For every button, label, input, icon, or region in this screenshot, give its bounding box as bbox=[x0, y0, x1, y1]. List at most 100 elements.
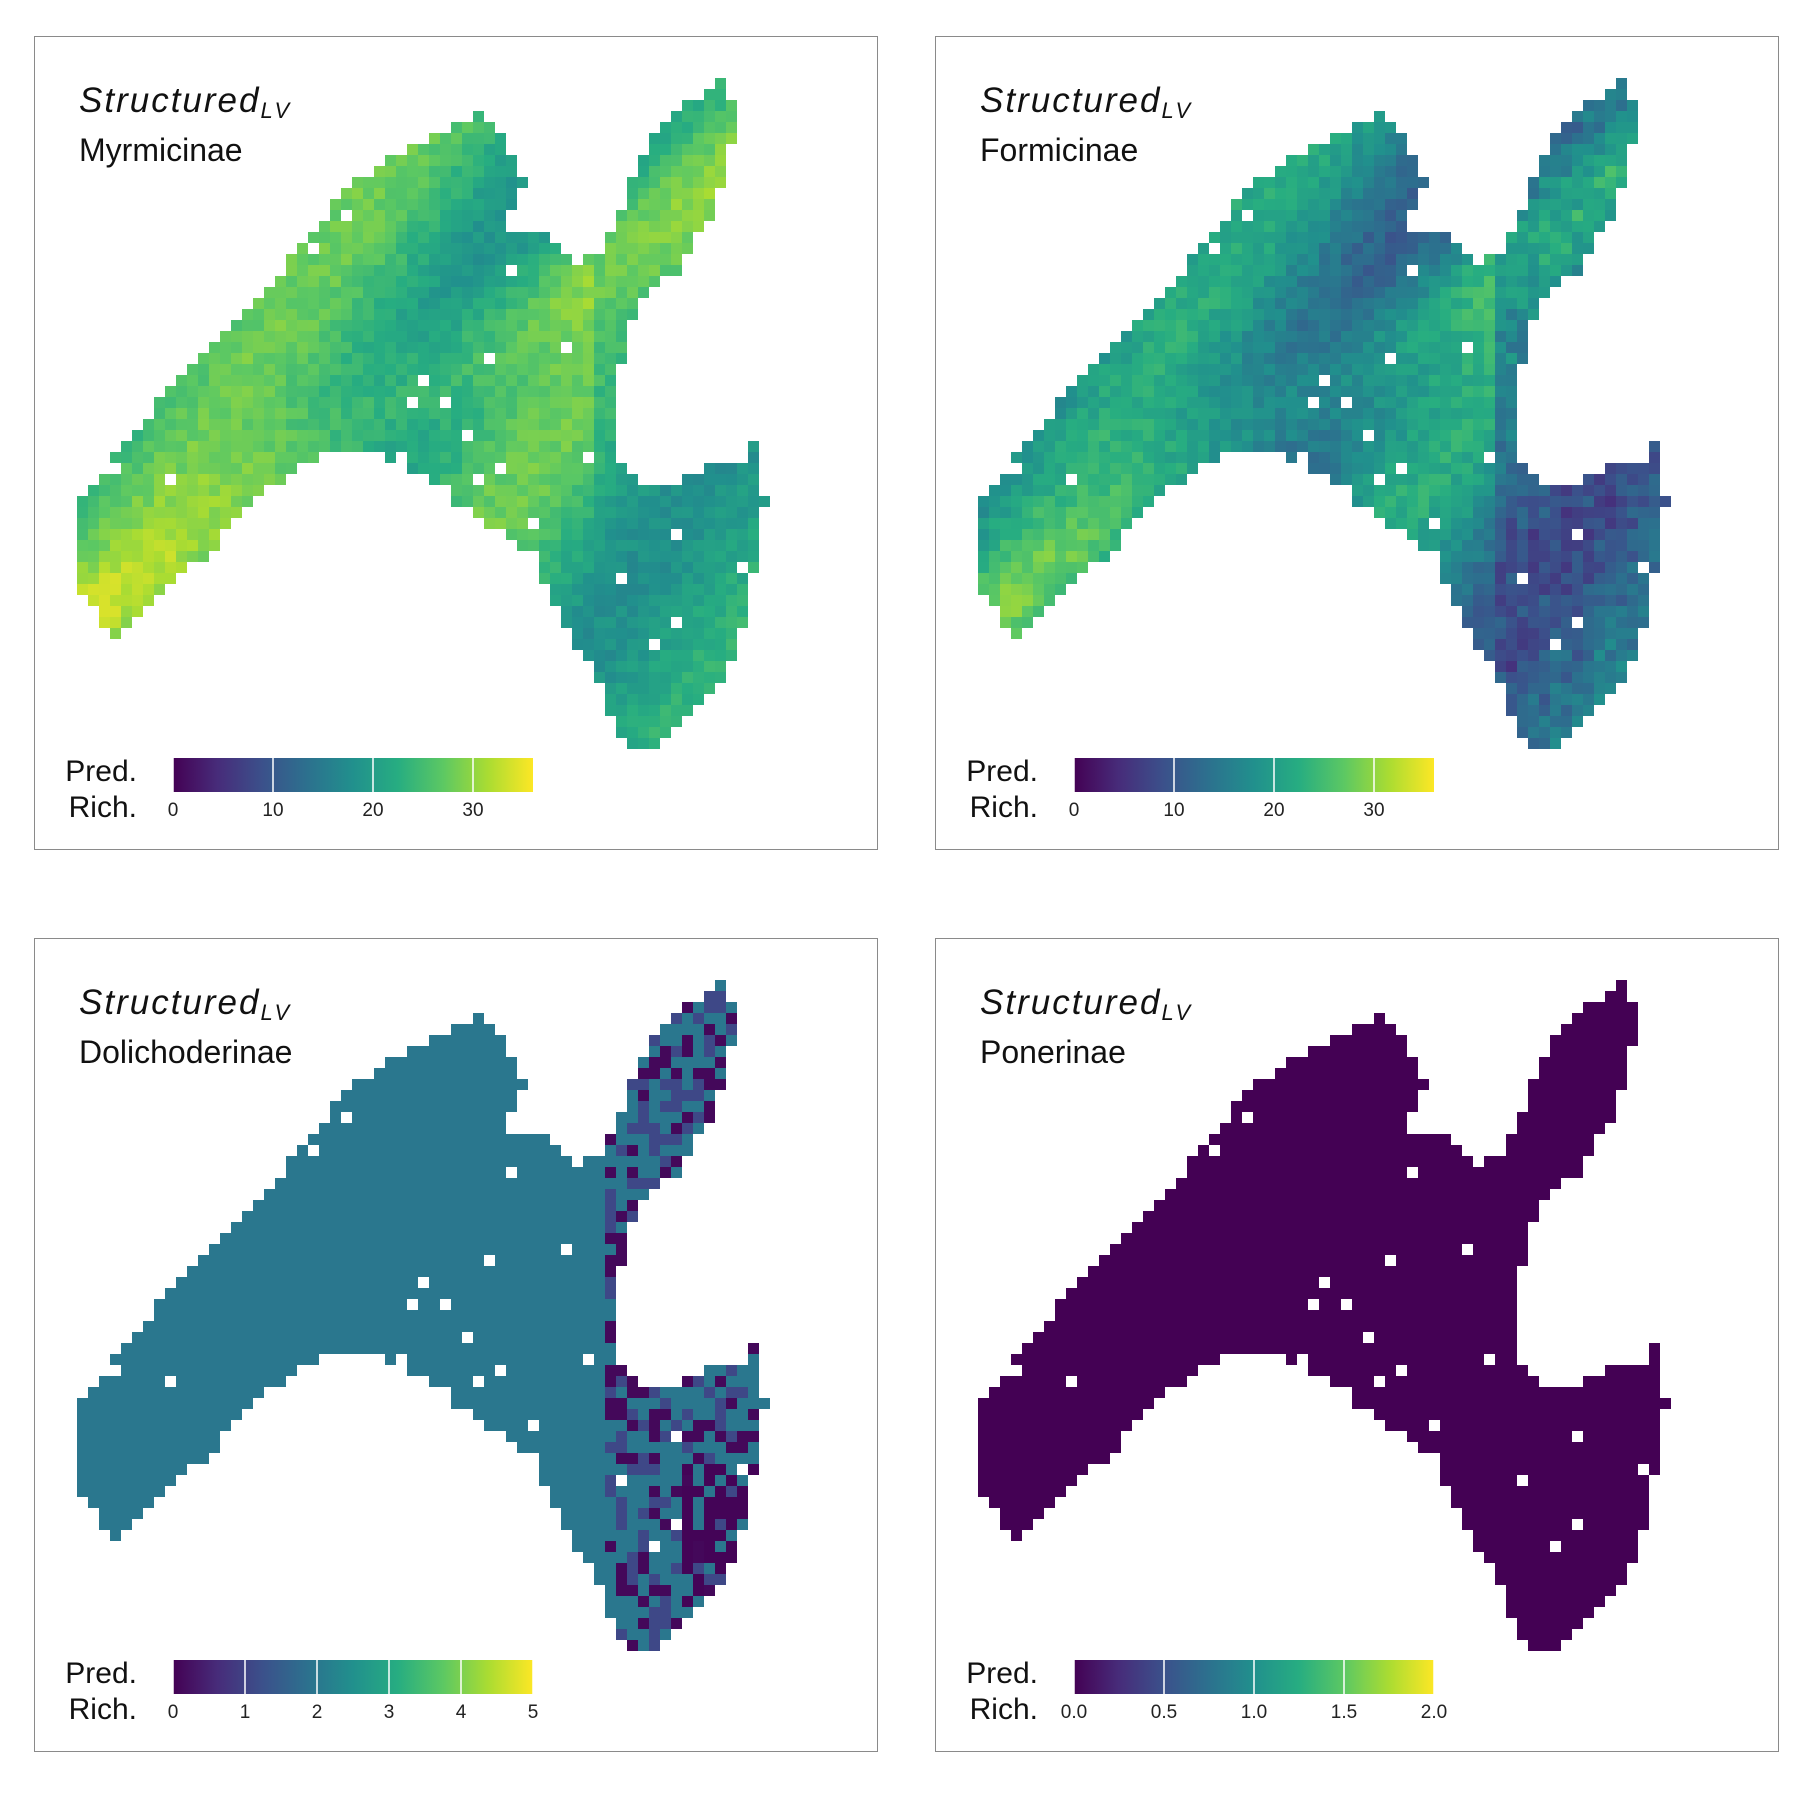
map-cell bbox=[1583, 1024, 1594, 1035]
map-cell bbox=[583, 573, 594, 584]
map-cell bbox=[1539, 661, 1550, 672]
map-cell bbox=[374, 342, 385, 353]
map-cell bbox=[253, 1387, 264, 1398]
map-cell bbox=[363, 254, 374, 265]
map-cell bbox=[1506, 705, 1517, 716]
map-cell bbox=[671, 672, 682, 683]
map-cell bbox=[649, 243, 660, 254]
map-cell bbox=[275, 1266, 286, 1277]
map-cell bbox=[132, 595, 143, 606]
map-cell bbox=[1484, 562, 1495, 573]
map-cell bbox=[1033, 540, 1044, 551]
map-cell bbox=[1374, 419, 1385, 430]
map-cell bbox=[627, 573, 638, 584]
map-cell bbox=[528, 364, 539, 375]
map-cell bbox=[638, 177, 649, 188]
map-cell bbox=[1616, 1046, 1627, 1057]
map-cell bbox=[693, 1585, 704, 1596]
map-cell bbox=[1594, 661, 1605, 672]
map-cell bbox=[671, 496, 682, 507]
map-cell bbox=[253, 375, 264, 386]
map-cell bbox=[165, 463, 176, 474]
map-cell bbox=[1583, 595, 1594, 606]
map-cell bbox=[1363, 166, 1374, 177]
map-cell bbox=[1561, 254, 1572, 265]
map-cell bbox=[440, 408, 451, 419]
map-cell bbox=[418, 1145, 429, 1156]
map-cell bbox=[429, 1112, 440, 1123]
map-cell bbox=[1308, 177, 1319, 188]
map-cell bbox=[1462, 386, 1473, 397]
map-cell bbox=[198, 364, 209, 375]
map-cell bbox=[396, 1310, 407, 1321]
map-cell bbox=[550, 320, 561, 331]
map-cell bbox=[649, 1145, 660, 1156]
map-cell bbox=[1517, 265, 1528, 276]
map-cell bbox=[429, 353, 440, 364]
map-cell bbox=[451, 463, 462, 474]
map-cell bbox=[451, 1376, 462, 1387]
map-cell bbox=[660, 1024, 671, 1035]
map-cell bbox=[1418, 375, 1429, 386]
map-cell bbox=[1352, 177, 1363, 188]
map-cell bbox=[484, 1178, 495, 1189]
map-cell bbox=[88, 540, 99, 551]
map-cell bbox=[1330, 298, 1341, 309]
map-cell bbox=[1319, 353, 1330, 364]
map-cell bbox=[638, 1486, 649, 1497]
map-cell bbox=[110, 606, 121, 617]
model-name: Structured bbox=[980, 81, 1162, 120]
map-cell bbox=[99, 1497, 110, 1508]
map-cell bbox=[1341, 342, 1352, 353]
map-cell bbox=[330, 342, 341, 353]
map-cell bbox=[198, 1343, 209, 1354]
map-cell bbox=[473, 1398, 484, 1409]
map-cell bbox=[209, 1321, 220, 1332]
map-cell bbox=[264, 1200, 275, 1211]
map-cell bbox=[550, 1453, 561, 1464]
map-cell bbox=[978, 562, 989, 573]
map-cell bbox=[638, 1145, 649, 1156]
map-cell bbox=[1176, 298, 1187, 309]
map-cell bbox=[418, 397, 429, 408]
map-cell bbox=[715, 133, 726, 144]
map-cell bbox=[682, 1519, 693, 1530]
map-cell bbox=[539, 1475, 550, 1486]
map-cell bbox=[1308, 276, 1319, 287]
map-cell bbox=[715, 672, 726, 683]
map-cell bbox=[1044, 529, 1055, 540]
map-cell bbox=[1517, 221, 1528, 232]
map-cell bbox=[1363, 1035, 1374, 1046]
map-cell bbox=[495, 1134, 506, 1145]
map-cell bbox=[1066, 430, 1077, 441]
map-panel-formicinae: StructuredLV Formicinae Pred. Rich. 0 10 20 30 bbox=[935, 36, 1779, 850]
map-cell bbox=[1495, 551, 1506, 562]
map-cell bbox=[132, 1497, 143, 1508]
map-cell bbox=[418, 1079, 429, 1090]
map-cell bbox=[583, 507, 594, 518]
map-cell bbox=[649, 584, 660, 595]
map-cell bbox=[1242, 419, 1253, 430]
map-cell bbox=[1121, 342, 1132, 353]
map-cell bbox=[594, 254, 605, 265]
map-cell bbox=[484, 1057, 495, 1068]
map-cell bbox=[517, 232, 528, 243]
map-cell bbox=[550, 463, 561, 474]
map-cell bbox=[1561, 694, 1572, 705]
map-cell bbox=[1473, 474, 1484, 485]
map-cell bbox=[1517, 298, 1528, 309]
map-cell bbox=[275, 430, 286, 441]
map-cell bbox=[704, 1398, 715, 1409]
map-cell bbox=[682, 518, 693, 529]
map-cell bbox=[594, 364, 605, 375]
map-cell bbox=[726, 1464, 737, 1475]
map-cell bbox=[198, 1277, 209, 1288]
map-cell bbox=[242, 408, 253, 419]
map-cell bbox=[1066, 386, 1077, 397]
map-cell bbox=[517, 1222, 528, 1233]
map-cell bbox=[1275, 221, 1286, 232]
map-cell bbox=[1143, 342, 1154, 353]
map-cell bbox=[1517, 276, 1528, 287]
map-cell bbox=[396, 331, 407, 342]
map-cell bbox=[396, 1189, 407, 1200]
